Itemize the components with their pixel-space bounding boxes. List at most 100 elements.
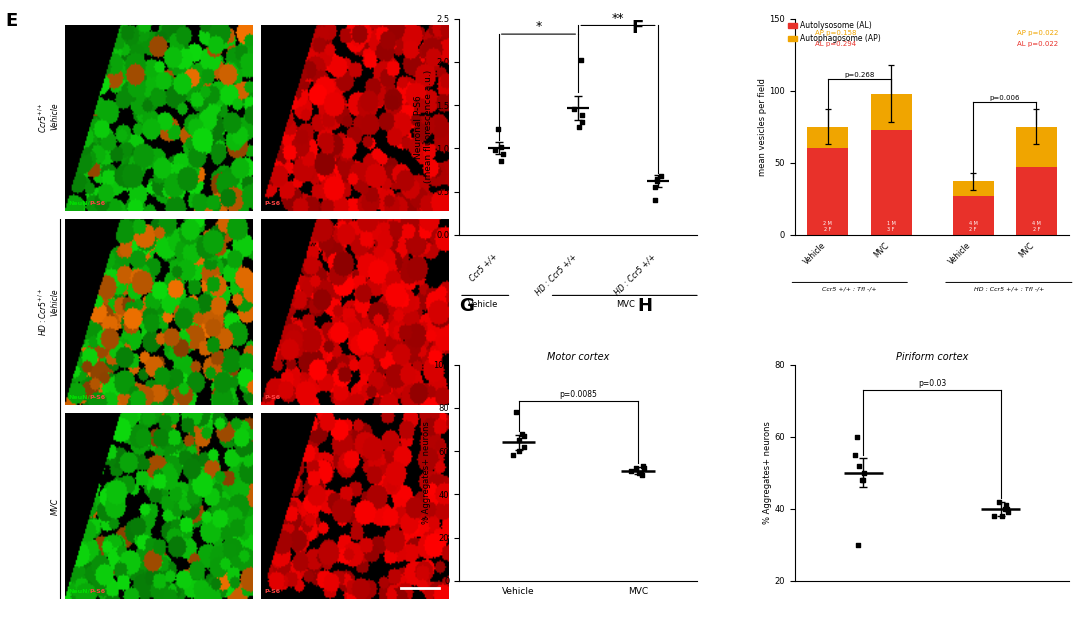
Text: HD : Ccr5 +/+: HD : Ccr5 +/+ [613,252,658,297]
Point [997,500,1014,510]
Text: NeuN/: NeuN/ [68,201,91,206]
Point [570,122,588,132]
Point [634,470,651,480]
Point [507,407,524,417]
Text: Ccr5 +/+ : Tfl -/+: Ccr5 +/+ : Tfl -/+ [823,287,877,292]
Text: NeuN/: NeuN/ [68,395,91,400]
Text: P-S6: P-S6 [265,589,281,594]
Text: P-S6: P-S6 [90,201,105,206]
Point [993,511,1010,521]
Point [847,450,864,460]
Bar [953,182,994,196]
Text: **: ** [611,12,624,25]
Text: P-S6: P-S6 [90,589,105,594]
Text: p=0.03: p=0.03 [918,379,946,388]
Text: MVC: MVC [873,240,891,259]
Title: Piriform cortex: Piriform cortex [896,352,969,362]
Text: MVC: MVC [617,300,635,309]
Bar [808,127,849,148]
Text: HD : Ccr5 +/+ : Tfl -/+: HD : Ccr5 +/+ : Tfl -/+ [974,287,1044,292]
Point [850,460,867,470]
Title: Motor cortex: Motor cortex [548,352,609,362]
Text: NeuN/: NeuN/ [68,589,91,594]
Text: AL p=0.022: AL p=0.022 [1017,41,1058,48]
Bar [1015,127,1056,167]
Point [635,464,652,473]
Point [627,464,645,473]
Text: AL p=0.294: AL p=0.294 [815,41,856,48]
Text: F: F [632,19,644,36]
Point [573,111,591,121]
Point [495,150,512,159]
Point [998,504,1015,514]
Bar [953,196,994,235]
Point [996,504,1013,514]
Text: P-S6: P-S6 [265,201,281,206]
Text: p=0.0085: p=0.0085 [559,390,597,399]
Bar [1015,167,1056,235]
Y-axis label: % Aggregates+ neurons: % Aggregates+ neurons [422,421,431,524]
Point [985,511,1002,521]
Text: Vehicle: Vehicle [502,587,535,596]
Text: 1 M
3 F: 1 M 3 F [887,221,895,232]
Bar [870,93,912,130]
Text: MVC: MVC [51,497,59,515]
Point [515,442,532,452]
Text: Vehicle: Vehicle [468,300,498,309]
Point [647,195,664,205]
Text: H: H [637,297,652,315]
Point [849,432,866,442]
Text: Ccr5 +/+: Ccr5 +/+ [468,252,499,284]
Point [990,497,1008,507]
Point [652,171,670,181]
Text: P-S6: P-S6 [90,395,105,400]
Text: $HD:Ccr5^{+/+}$
Vehicle: $HD:Ccr5^{+/+}$ Vehicle [37,288,59,336]
Point [647,182,664,192]
Text: HD : Ccr5 +/+: HD : Ccr5 +/+ [534,252,578,297]
Text: AP p=0.158: AP p=0.158 [815,30,856,36]
Point [999,507,1016,517]
Point [513,429,530,439]
Point [572,55,590,65]
Text: G: G [459,297,474,315]
Text: E: E [5,12,17,30]
Text: 2 M
2 F: 2 M 2 F [823,221,833,232]
Y-axis label: % Aggregates+ neurons: % Aggregates+ neurons [762,421,772,524]
Text: 4 M
2 F: 4 M 2 F [1031,221,1041,232]
Text: 4 M
2 F: 4 M 2 F [969,221,977,232]
Point [510,446,527,456]
Text: *: * [536,20,542,33]
Point [649,176,666,186]
Text: p=0.268: p=0.268 [845,72,875,78]
Point [573,117,591,127]
Text: AP p=0.022: AP p=0.022 [1017,30,1058,36]
Point [622,466,639,476]
Point [486,145,503,155]
Point [855,468,873,478]
Text: p=0.006: p=0.006 [989,95,1020,101]
Text: MVC: MVC [627,587,648,596]
Point [511,435,528,445]
Bar [808,148,849,235]
Y-axis label: Neuronal P-S6
(mean fluorescence a.u.): Neuronal P-S6 (mean fluorescence a.u.) [414,70,433,184]
Point [632,468,649,478]
Y-axis label: mean vesicles per field: mean vesicles per field [758,78,767,176]
Point [504,451,522,460]
Point [648,174,665,184]
Point [849,540,866,550]
Point [853,475,870,485]
Text: $Ccr5^{+/+}$
Vehicle: $Ccr5^{+/+}$ Vehicle [37,103,59,133]
Point [854,475,872,485]
Point [492,156,510,166]
Text: Vehicle: Vehicle [802,240,828,266]
Point [489,124,507,134]
Point [631,468,648,478]
Bar [870,130,912,235]
Legend: Autolysosome (AL), Autophagosome (AP): Autolysosome (AL), Autophagosome (AP) [785,18,885,46]
Point [515,431,532,441]
Text: MVC: MVC [1017,240,1036,259]
Text: P-S6: P-S6 [265,395,281,400]
Point [565,104,582,114]
Point [635,461,652,471]
Text: Vehicle: Vehicle [947,240,973,266]
